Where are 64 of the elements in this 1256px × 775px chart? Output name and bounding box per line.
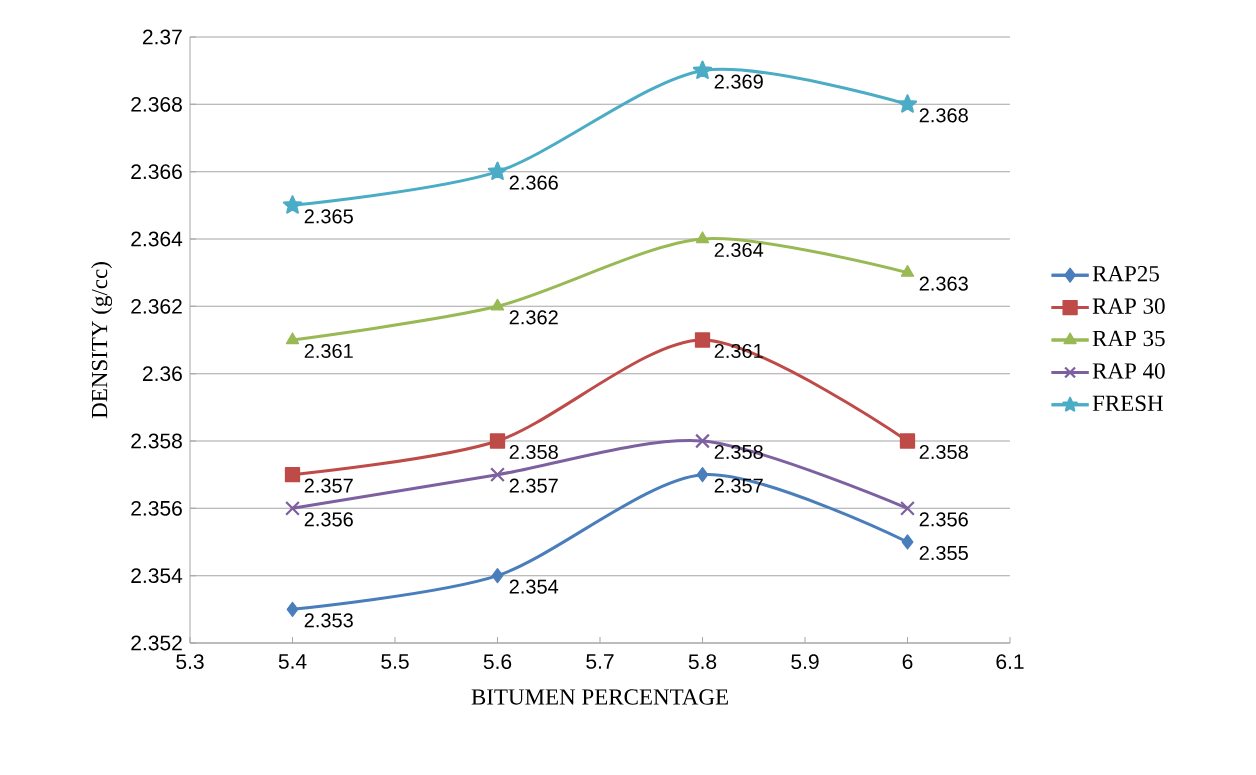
x-tick-label: 5.8	[688, 654, 717, 670]
data-label: 2.358	[509, 444, 558, 460]
x-tick-label: 5.9	[791, 654, 819, 670]
data-label: 2.356	[919, 512, 968, 527]
point	[694, 332, 711, 348]
y-tick-label: 2.364	[131, 231, 183, 247]
x-tick-label: 5.3	[176, 654, 204, 670]
y-tick-label: 2.368	[131, 96, 182, 112]
data-label: 2.365	[304, 209, 353, 224]
legend-label: RAP 40	[1092, 363, 1165, 379]
data-label: 2.356	[304, 512, 353, 527]
x-tick-label: 6.1	[996, 654, 1024, 670]
data-label: 2.369	[714, 74, 763, 89]
point	[490, 298, 505, 311]
point	[900, 500, 915, 516]
x-axis-title: BITUMEN PERCENTAGE	[471, 689, 728, 705]
point	[695, 231, 710, 244]
y-tick-label: 2.354	[131, 568, 183, 584]
y-tick-label: 2.36	[142, 366, 182, 382]
y-tick-label: 2.358	[131, 433, 182, 449]
point	[487, 161, 508, 181]
data-label: 2.366	[509, 175, 558, 190]
point	[897, 94, 918, 113]
data-label: 2.357	[509, 478, 558, 493]
y-tick-label: 2.362	[131, 298, 182, 314]
data-label: 2.362	[509, 310, 558, 325]
point	[900, 265, 915, 277]
data-label: 2.368	[919, 108, 968, 123]
point	[490, 467, 505, 483]
legend-label: FRESH	[1092, 395, 1163, 412]
data-label: 2.358	[919, 444, 968, 460]
point	[489, 433, 506, 449]
y-tick-label: 2.366	[131, 164, 182, 180]
data-label: 2.364	[714, 242, 764, 258]
data-label: 2.363	[919, 276, 968, 291]
data-label: 2.357	[304, 478, 353, 493]
x-tick-label: 5.7	[586, 654, 614, 669]
y-axis-title: DENSITY (g/cc)	[91, 262, 113, 419]
point	[491, 568, 504, 584]
y-tick-label: 2.37	[142, 29, 182, 45]
x-tick-label: 5.4	[278, 654, 307, 669]
data-label: 2.353	[304, 613, 353, 628]
point	[695, 433, 710, 449]
point	[286, 601, 299, 617]
point	[692, 60, 713, 80]
data-label: 2.361	[304, 343, 353, 359]
data-label: 2.354	[509, 579, 559, 594]
legend-label: RAP25	[1092, 265, 1159, 282]
point	[696, 467, 709, 483]
y-tick-label: 2.352	[131, 635, 182, 651]
data-label: 2.357	[714, 478, 763, 493]
point	[285, 500, 300, 516]
legend-label: RAP 30	[1092, 298, 1165, 314]
x-tick-label: 5.6	[483, 654, 512, 670]
x-tick-label: 5.5	[381, 654, 409, 669]
x-tick-label: 6	[902, 654, 913, 670]
data-label: 2.355	[919, 545, 968, 561]
point	[282, 195, 303, 214]
y-tick-label: 2.356	[131, 500, 182, 516]
legend-label: RAP 35	[1092, 330, 1165, 347]
point	[285, 332, 300, 345]
point	[901, 534, 914, 550]
point	[899, 433, 916, 449]
point	[284, 467, 301, 483]
